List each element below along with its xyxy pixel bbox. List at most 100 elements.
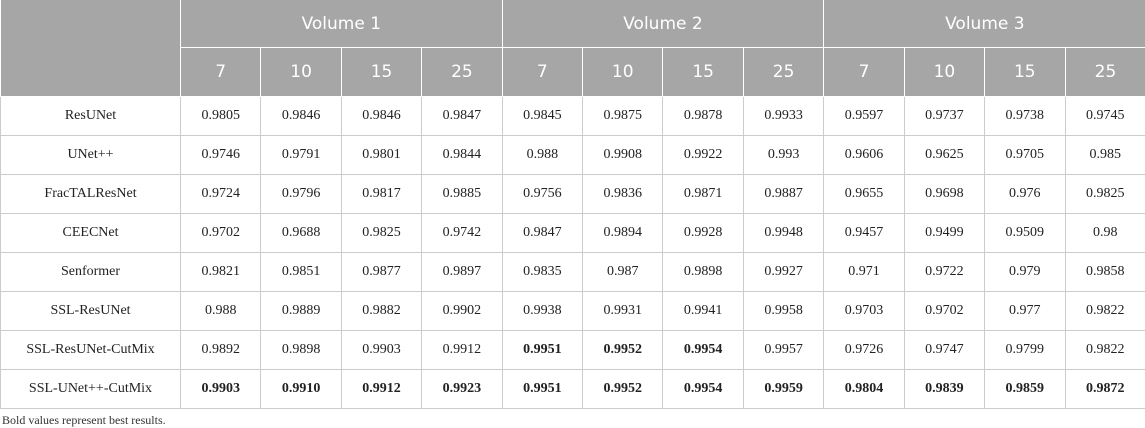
cell: 0.9821 [179, 252, 262, 292]
cell: 0.9756 [501, 174, 584, 214]
footnote: Bold values represent best results. [2, 413, 166, 427]
subheader: 7 [501, 47, 583, 97]
table-row: CEECNet 0.9702 0.9688 0.9825 0.9742 0.9847 0.9… [0, 213, 1145, 253]
group-header: Volume 1 [180, 0, 503, 48]
cell: 0.9625 [903, 135, 986, 175]
cell: 0.9688 [260, 213, 342, 253]
cell: 0.9959 [742, 369, 825, 409]
results-table: Volume 1 Volume 2 Volume 3 7 10 15 25 7 10 15 25 7 1… [0, 0, 1145, 409]
cell: 0.9499 [903, 213, 986, 253]
cell: 0.9804 [823, 369, 905, 409]
table-row: SSL-ResUNet 0.988 0.9889 0.9882 0.9902 0.9938… [0, 291, 1145, 331]
subheader: 7 [179, 47, 261, 97]
cell: 0.9747 [903, 330, 986, 370]
cell: 0.9928 [662, 213, 744, 253]
cell: 0.988 [179, 291, 262, 331]
cell: 0.9835 [501, 252, 584, 292]
cell: 0.9702 [903, 291, 986, 331]
cell: 0.9703 [823, 291, 905, 331]
cell: 0.9509 [984, 213, 1066, 253]
cell: 0.9892 [179, 330, 262, 370]
cell: 0.9746 [179, 135, 262, 175]
row-label: Senformer [0, 252, 181, 292]
cell: 0.9952 [582, 330, 664, 370]
cell: 0.988 [501, 135, 584, 175]
cell: 0.9799 [984, 330, 1066, 370]
subheader-row: 7 10 15 25 7 10 15 25 7 10 15 25 [1, 47, 1145, 97]
table-row: Senformer 0.9821 0.9851 0.9877 0.9897 0.9835 0… [0, 252, 1145, 292]
row-label: FracTALResNet [0, 174, 181, 214]
cell: 0.9825 [340, 213, 423, 253]
cell: 0.9897 [421, 252, 503, 292]
cell: 0.971 [823, 252, 905, 292]
cell: 0.9839 [903, 369, 986, 409]
subheader: 25 [742, 47, 824, 97]
cell: 0.9933 [742, 96, 825, 136]
group-header: Volume 3 [823, 0, 1145, 48]
cell: 0.9847 [421, 96, 503, 136]
cell: 0.9844 [421, 135, 503, 175]
cell: 0.9846 [340, 96, 423, 136]
row-label: CEECNet [0, 213, 181, 253]
cell: 0.976 [984, 174, 1066, 214]
cell: 0.9738 [984, 96, 1066, 136]
table-row: ResUNet 0.9805 0.9846 0.9846 0.9847 0.9845 0.9… [0, 96, 1145, 136]
cell: 0.9954 [662, 330, 744, 370]
row-label: UNet++ [0, 135, 181, 175]
cell: 0.9887 [742, 174, 825, 214]
table-row: FracTALResNet 0.9724 0.9796 0.9817 0.9885 0.9… [0, 174, 1145, 214]
cell: 0.9871 [662, 174, 744, 214]
cell: 0.9889 [260, 291, 342, 331]
cell: 0.9845 [501, 96, 584, 136]
cell: 0.9801 [340, 135, 423, 175]
cell: 0.9722 [903, 252, 986, 292]
cell: 0.9877 [340, 252, 423, 292]
cell: 0.9822 [1064, 291, 1145, 331]
subheader: 10 [903, 47, 985, 97]
row-label: SSL-ResUNet [0, 291, 181, 331]
cell: 0.9745 [1064, 96, 1145, 136]
cell: 0.9606 [823, 135, 905, 175]
corner [0, 0, 181, 97]
cell: 0.977 [984, 291, 1066, 331]
cell: 0.9898 [662, 252, 744, 292]
cell: 0.9902 [421, 291, 503, 331]
cell: 0.9698 [903, 174, 986, 214]
row-label: SSL-ResUNet-CutMix [0, 330, 181, 370]
table-row: SSL-UNet++-CutMix 0.9903 0.9910 0.9912 0.992… [0, 369, 1145, 409]
subheader: 25 [1064, 47, 1145, 97]
cell: 0.9702 [179, 213, 262, 253]
cell: 0.9875 [582, 96, 664, 136]
cell: 0.9927 [742, 252, 825, 292]
subheader: 25 [421, 47, 503, 97]
cell: 0.9908 [582, 135, 664, 175]
cell: 0.9912 [340, 369, 423, 409]
cell: 0.9912 [421, 330, 503, 370]
cell: 0.9952 [582, 369, 664, 409]
cell: 0.9954 [662, 369, 744, 409]
cell: 0.9938 [501, 291, 584, 331]
subheader: 15 [984, 47, 1065, 97]
cell: 0.9825 [1064, 174, 1145, 214]
cell: 0.9805 [179, 96, 262, 136]
cell: 0.9742 [421, 213, 503, 253]
subheader: 10 [260, 47, 342, 97]
cell: 0.9878 [662, 96, 744, 136]
cell: 0.9885 [421, 174, 503, 214]
cell: 0.9948 [742, 213, 825, 253]
cell: 0.9724 [179, 174, 262, 214]
cell: 0.9958 [742, 291, 825, 331]
subheader: 15 [340, 47, 422, 97]
cell: 0.9858 [1064, 252, 1145, 292]
cell: 0.9882 [340, 291, 423, 331]
cell: 0.9851 [260, 252, 342, 292]
row-label: SSL-UNet++-CutMix [0, 369, 181, 409]
cell: 0.9836 [582, 174, 664, 214]
group-header: Volume 2 [501, 0, 824, 48]
cell: 0.9923 [421, 369, 503, 409]
cell: 0.9737 [903, 96, 986, 136]
table-row: UNet++ 0.9746 0.9791 0.9801 0.9844 0.988 0.990… [0, 135, 1145, 175]
cell: 0.9922 [662, 135, 744, 175]
cell: 0.9903 [179, 369, 262, 409]
